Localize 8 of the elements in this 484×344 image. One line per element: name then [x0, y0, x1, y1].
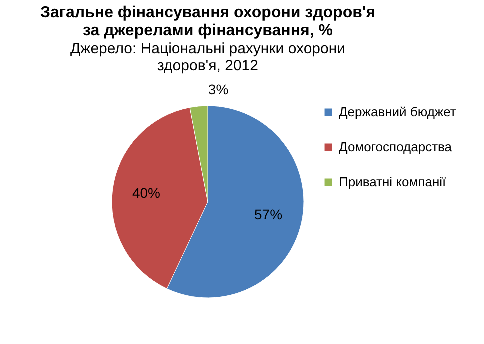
data-label: 40%	[132, 185, 161, 202]
data-label: 3%	[208, 81, 229, 98]
data-label: 57%	[254, 206, 283, 223]
chart-subtitle: Джерело: Національні рахунки охорони здоров'я, 2012	[70, 40, 346, 74]
legend-label: Домогосподарства	[339, 140, 453, 154]
chart-title: Загальне фінансування охорони здоров'я за джерелами фінансування, %	[40, 4, 376, 40]
legend-label: Приватні компанії	[339, 174, 447, 190]
legend-label: Державний бюджет	[339, 104, 456, 120]
